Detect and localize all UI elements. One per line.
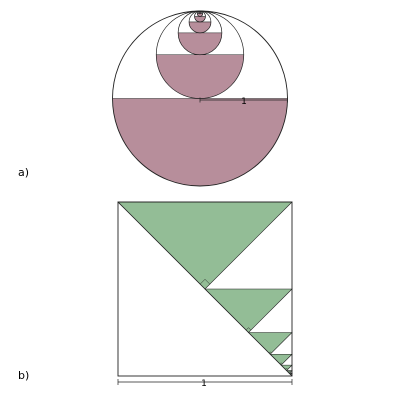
shaded-triangle-3 (247, 332, 293, 355)
panel-a-dimension-label: 1 (241, 97, 247, 107)
shaded-triangle-2 (204, 288, 293, 333)
shaded-half-circle-6 (197, 13, 203, 17)
right-angle-marker-4 (279, 362, 283, 365)
square-outline (117, 201, 293, 377)
right-angle-marker-2 (245, 327, 252, 331)
square-diagonal (117, 201, 293, 377)
shaded-triangle-4 (269, 353, 293, 366)
shaded-half-circle-5 (194, 16, 206, 22)
shaded-half-circle-1 (112, 98, 288, 186)
right-angle-marker-1 (199, 278, 211, 285)
shaded-half-circle-3 (178, 32, 222, 55)
panel-b-nested-triangles (117, 201, 293, 385)
shaded-triangle-1 (117, 201, 293, 290)
panel-b-label: b) (18, 369, 29, 382)
right-angle-marker-7 (289, 371, 293, 374)
right-angle-marker-3 (268, 351, 272, 354)
panel-a-label: a) (18, 166, 29, 179)
panel-b-dimension-label: 1 (201, 379, 207, 389)
shaded-half-circle-4 (189, 21, 211, 33)
shaded-half-circle-2 (156, 54, 244, 99)
panel-a-nested-circles (112, 10, 288, 187)
right-angle-marker-6 (287, 370, 291, 373)
right-angle-marker-5 (285, 367, 288, 370)
